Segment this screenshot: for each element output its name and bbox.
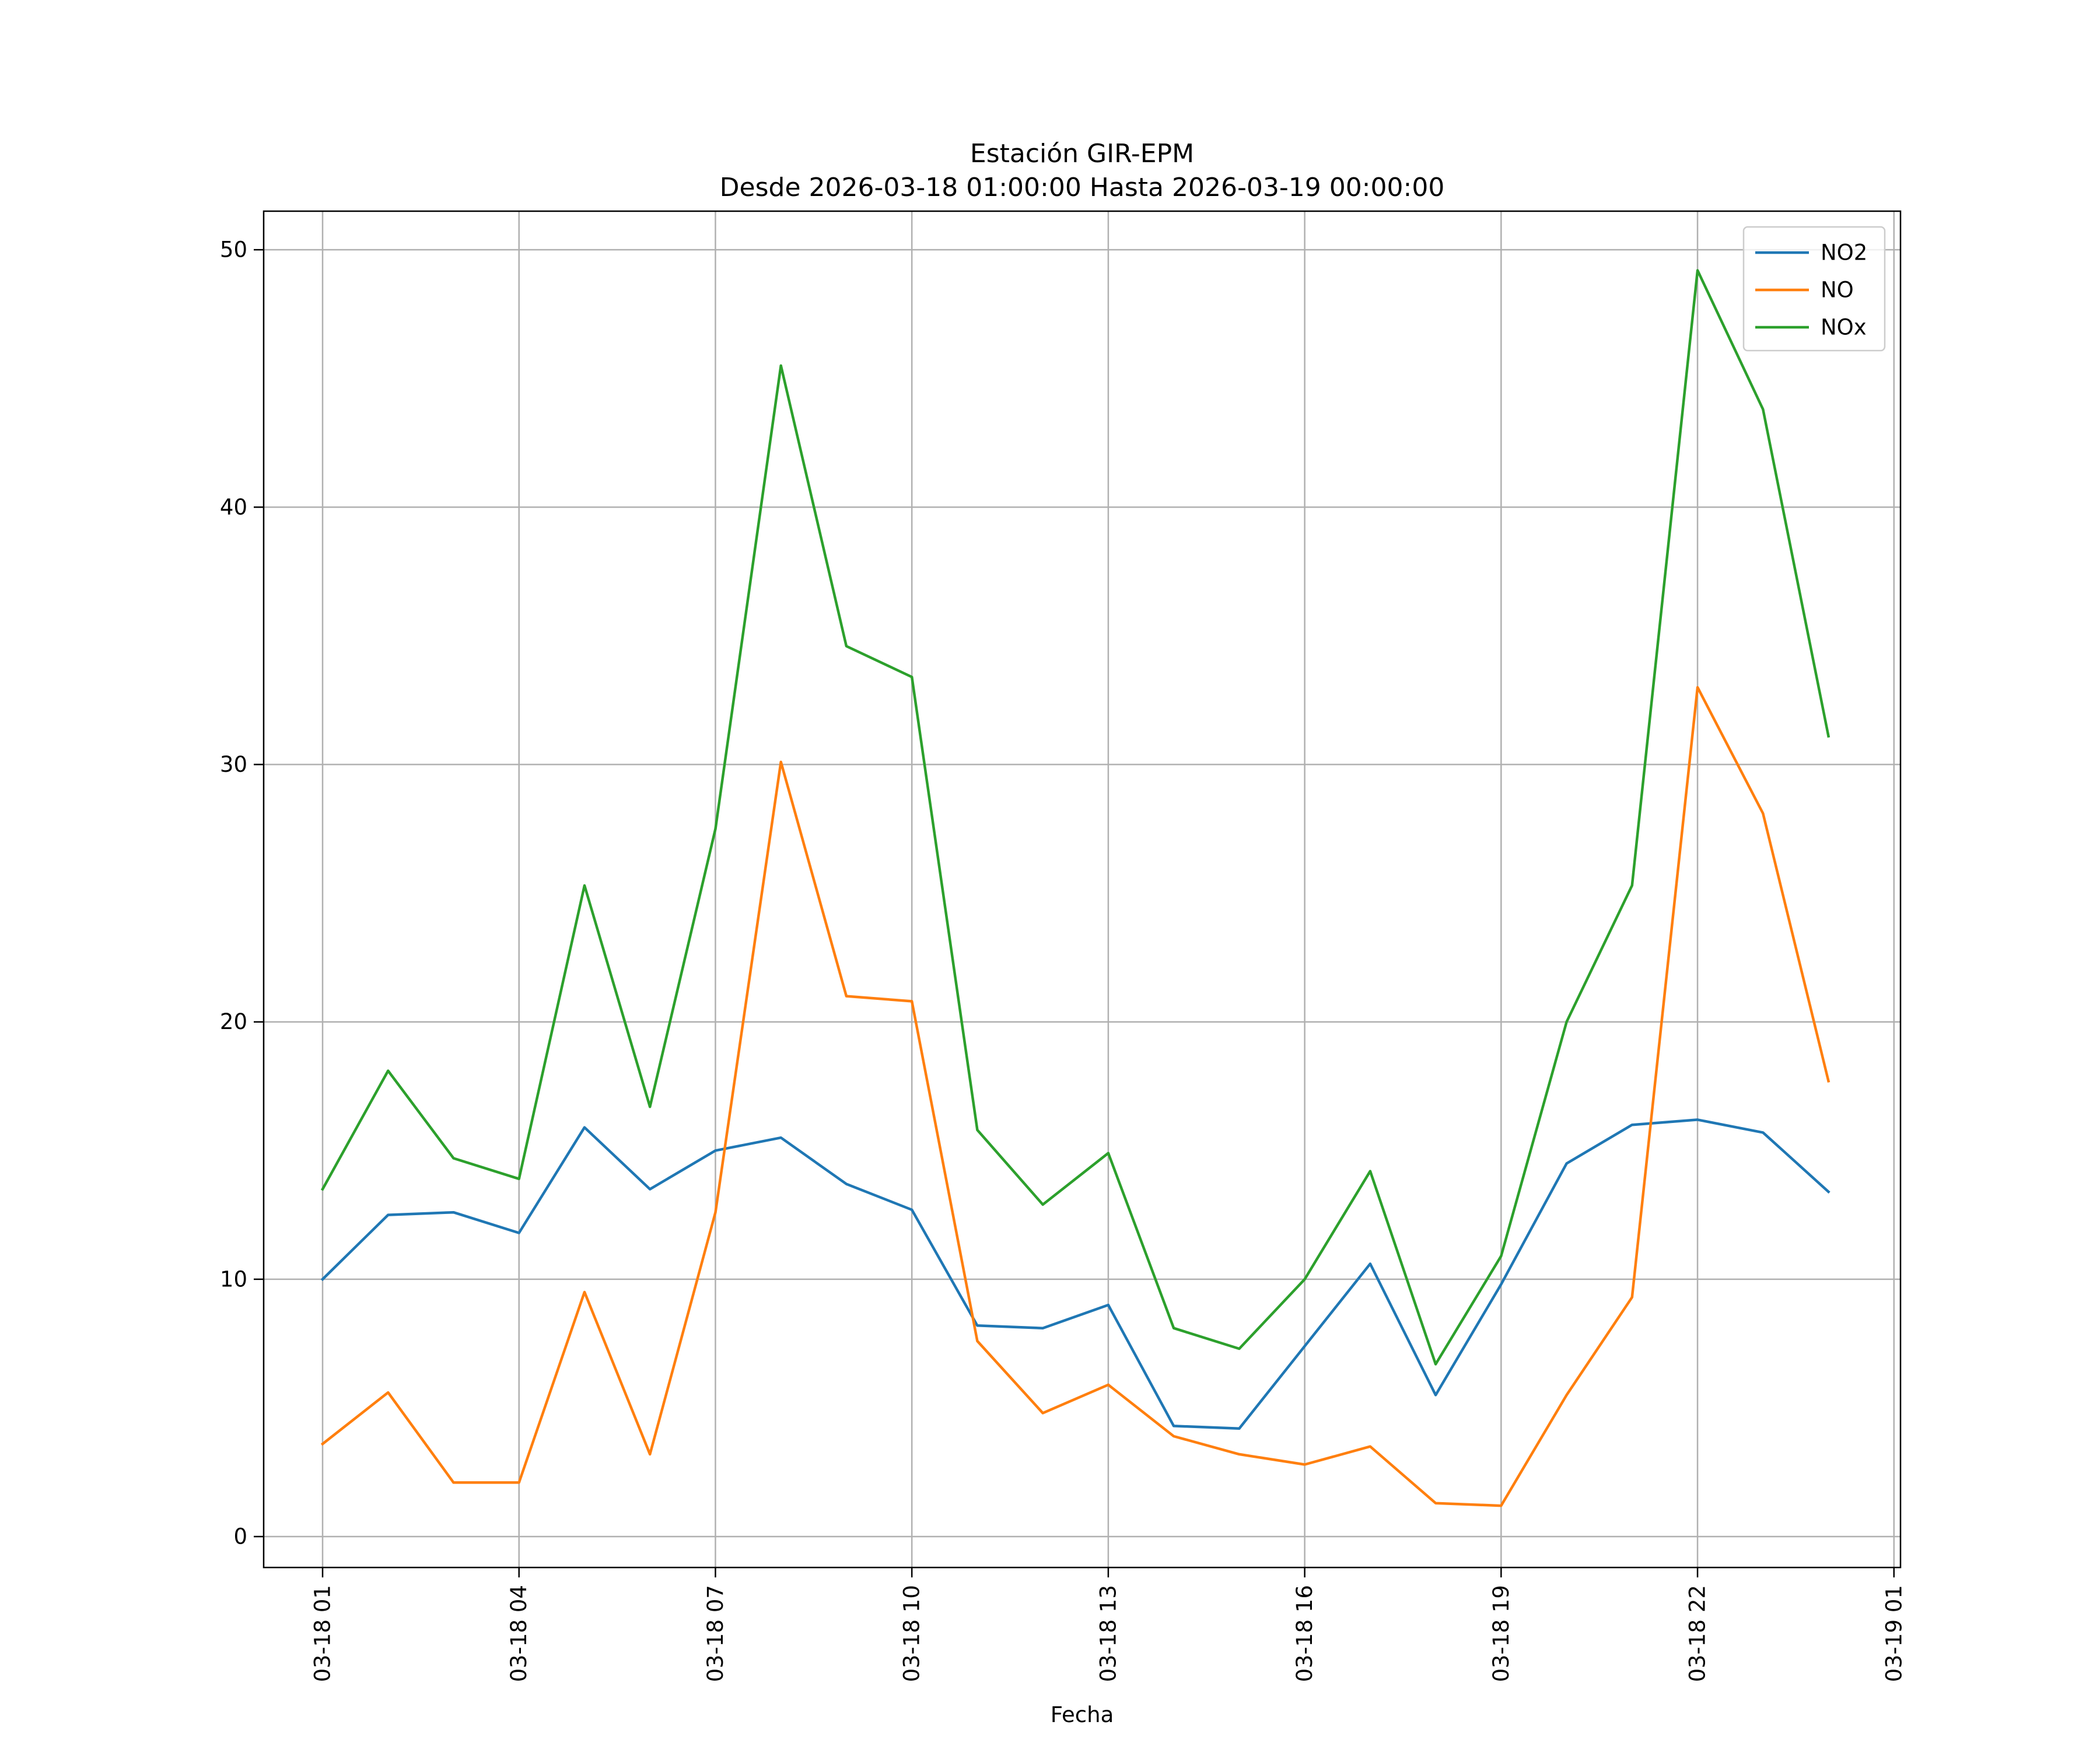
series-line-no2 (320, 1118, 1831, 1430)
x-axis-label: Fecha (1051, 1702, 1114, 1727)
legend-label-no2: NO2 (1821, 240, 1867, 265)
x-tick-label: 03-19 01 (1881, 1585, 1906, 1682)
y-tick-label: 40 (220, 495, 247, 520)
x-tick-label: 03-18 04 (506, 1585, 531, 1682)
y-tick-label: 10 (220, 1266, 247, 1292)
legend: NO2 NO NOx (1742, 226, 1886, 352)
legend-label-no: NO (1821, 278, 1854, 303)
series-layer (320, 269, 1831, 1507)
x-tick-label: 03-18 19 (1489, 1585, 1514, 1682)
series-line-nox (320, 269, 1831, 1366)
plot-frame (262, 210, 1902, 1569)
y-tick-label: 0 (233, 1524, 247, 1549)
x-tick-label: 03-18 10 (900, 1585, 925, 1682)
legend-label-nox: NOx (1821, 315, 1867, 340)
y-axis: 0 10 20 30 40 50 (220, 237, 264, 1549)
x-tick-label: 03-18 16 (1292, 1585, 1317, 1682)
grid-layer (264, 211, 1901, 1567)
x-tick-label: 03-18 13 (1096, 1585, 1121, 1682)
legend-frame (1742, 226, 1886, 352)
chart-subtitle: Desde 2026-03-18 01:00:00 Hasta 2026-03-… (720, 173, 1445, 202)
y-tick-label: 50 (220, 237, 247, 263)
x-tick-label: 03-18 22 (1685, 1585, 1710, 1682)
chart-title: Estación GIR-EPM (970, 139, 1194, 169)
x-axis: 03-18 01 03-18 04 03-18 07 03-18 10 03-18 13… (310, 1567, 1906, 1682)
x-tick-label: 03-18 07 (703, 1585, 728, 1682)
y-tick-label: 30 (220, 752, 247, 777)
x-tick-label: 03-18 01 (310, 1585, 335, 1682)
series-line-no (320, 685, 1831, 1507)
y-tick-label: 20 (220, 1009, 247, 1034)
